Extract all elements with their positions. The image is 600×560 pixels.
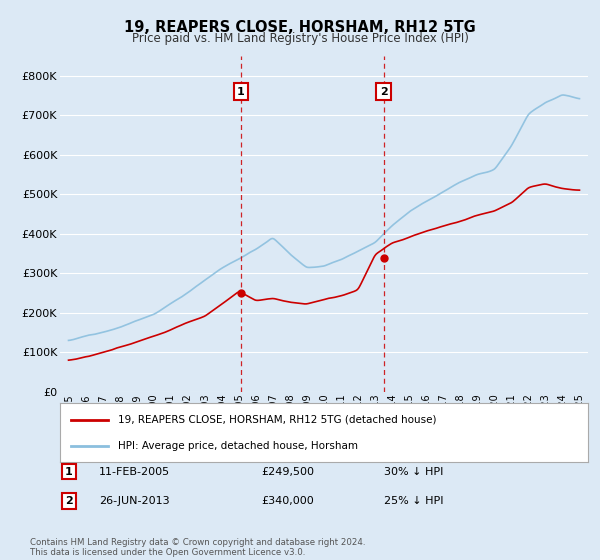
Text: 26-JUN-2013: 26-JUN-2013 — [99, 496, 170, 506]
Text: £340,000: £340,000 — [261, 496, 314, 506]
Text: 11-FEB-2005: 11-FEB-2005 — [99, 466, 170, 477]
Text: 19, REAPERS CLOSE, HORSHAM, RH12 5TG: 19, REAPERS CLOSE, HORSHAM, RH12 5TG — [124, 20, 476, 35]
Text: £249,500: £249,500 — [261, 466, 314, 477]
Text: 1: 1 — [65, 466, 73, 477]
Text: 2: 2 — [380, 87, 388, 96]
Text: 1: 1 — [237, 87, 245, 96]
Text: 25% ↓ HPI: 25% ↓ HPI — [384, 496, 443, 506]
Text: Price paid vs. HM Land Registry's House Price Index (HPI): Price paid vs. HM Land Registry's House … — [131, 32, 469, 45]
Text: 19, REAPERS CLOSE, HORSHAM, RH12 5TG (detached house): 19, REAPERS CLOSE, HORSHAM, RH12 5TG (de… — [118, 414, 437, 424]
Text: Contains HM Land Registry data © Crown copyright and database right 2024.
This d: Contains HM Land Registry data © Crown c… — [30, 538, 365, 557]
Text: 30% ↓ HPI: 30% ↓ HPI — [384, 466, 443, 477]
Text: 2: 2 — [65, 496, 73, 506]
Text: HPI: Average price, detached house, Horsham: HPI: Average price, detached house, Hors… — [118, 441, 358, 451]
